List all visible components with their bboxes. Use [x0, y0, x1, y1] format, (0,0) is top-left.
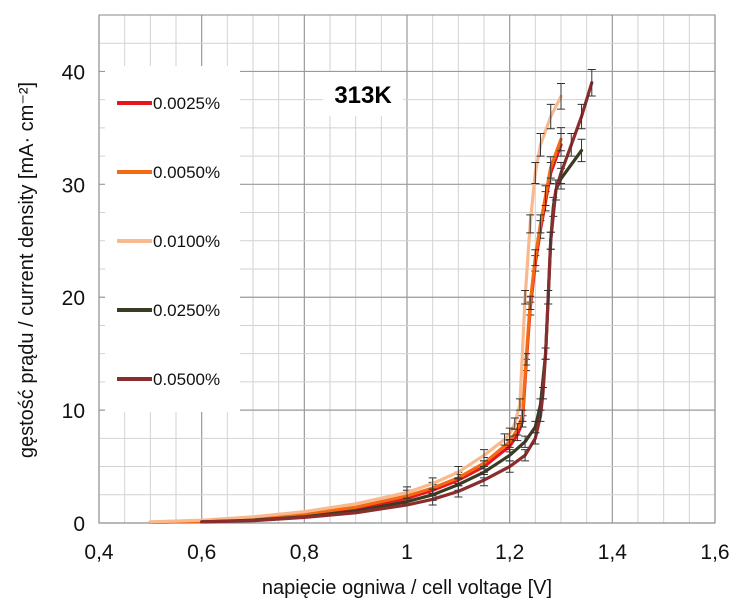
legend-label: 0.0100%	[153, 232, 220, 251]
x-tick-label: 1,4	[598, 541, 628, 564]
x-tick-label: 1,2	[495, 541, 524, 564]
y-tick-label: 20	[62, 287, 85, 310]
x-axis-label: napięcie ogniwa / cell voltage [V]	[262, 577, 552, 599]
error-bar	[521, 289, 530, 305]
tick-labels: 0,4 0,6 0,8 1 1,2 1,4 1,6 0 10 20 30 40	[62, 61, 730, 564]
error-bar	[526, 214, 535, 234]
error-bar	[577, 138, 586, 163]
error-bar	[536, 214, 545, 234]
error-bar	[505, 460, 514, 473]
error-bar	[557, 82, 565, 110]
plot-frame	[98, 14, 716, 524]
error-bar	[546, 156, 555, 179]
y-tick-label: 0	[73, 513, 85, 536]
error-bar	[557, 162, 565, 185]
annotation-box	[323, 72, 403, 116]
error-bar	[557, 127, 565, 152]
x-tick-label: 0,6	[187, 541, 216, 564]
error-bar	[480, 473, 488, 487]
error-bar	[541, 347, 550, 360]
error-bar	[546, 103, 555, 130]
legend: 0.0025% 0.0050% 0.0100% 0.0250% 0.0500%	[105, 66, 240, 412]
error-bar	[541, 185, 550, 206]
legend-label: 0.0025%	[153, 94, 220, 113]
error-bar	[577, 103, 586, 130]
error-bar	[531, 162, 540, 185]
error-bar	[546, 231, 555, 250]
error-bar	[587, 69, 596, 97]
y-tick-label: 40	[62, 61, 85, 84]
y-tick-label: 30	[62, 174, 85, 197]
x-tick-label: 1	[401, 541, 413, 564]
error-bar	[536, 132, 545, 157]
error-bar	[539, 387, 548, 400]
error-bar	[428, 493, 437, 506]
error-bar	[403, 486, 411, 499]
error-bar	[544, 289, 553, 305]
error-bar	[454, 466, 463, 479]
x-tick-label: 1,6	[700, 541, 729, 564]
legend-label: 0.0050%	[153, 163, 220, 182]
error-bar	[531, 249, 540, 267]
legend-label: 0.0500%	[153, 370, 220, 389]
y-tick-label: 10	[62, 400, 85, 423]
error-bar	[500, 433, 509, 446]
error-bar	[505, 427, 514, 440]
error-bar	[521, 435, 530, 448]
error-bar	[521, 449, 530, 462]
x-tick-label: 0,4	[84, 541, 114, 564]
series-0.0500%	[200, 69, 596, 524]
error-bar	[480, 449, 488, 462]
error-bar	[515, 398, 524, 411]
series-lines	[148, 69, 596, 524]
error-bar	[536, 409, 545, 422]
error-bar	[526, 295, 535, 310]
error-bar	[454, 485, 463, 498]
annotation-313k: 313K	[334, 82, 392, 109]
x-tick-label: 0,8	[290, 541, 319, 564]
error-bar	[551, 179, 560, 201]
error-bar	[510, 417, 519, 430]
error-bar	[567, 132, 576, 157]
error-bar	[531, 432, 540, 445]
legend-label: 0.0250%	[153, 301, 220, 320]
y-axis-label: gęstość prądu / current density [mA· cm⁻…	[16, 82, 38, 458]
